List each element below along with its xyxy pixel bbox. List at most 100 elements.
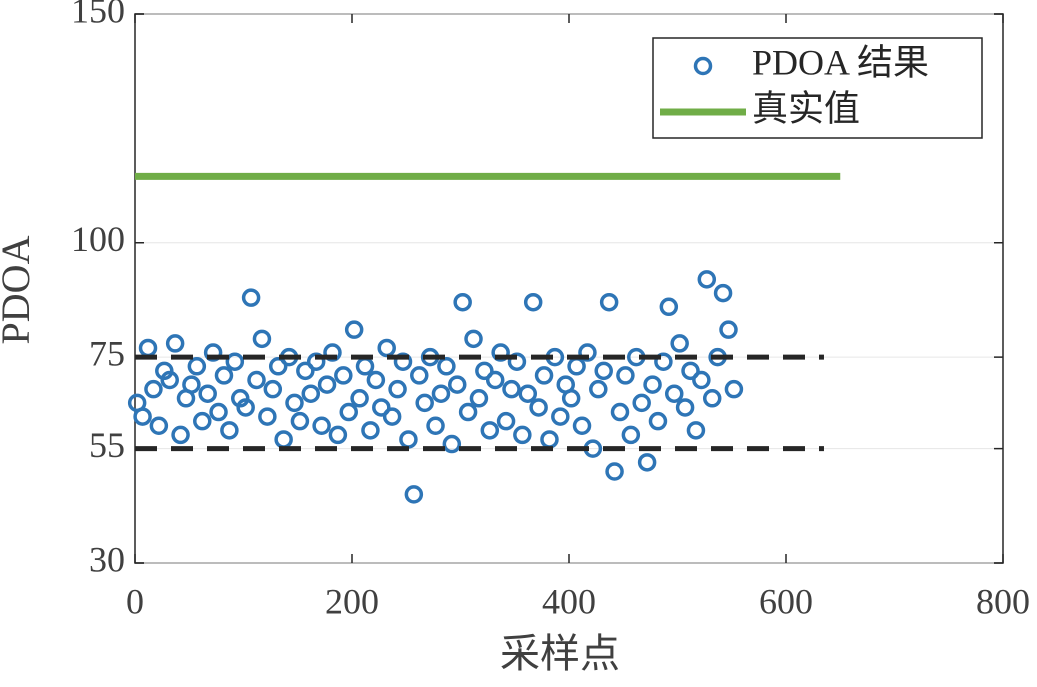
data-point [518,384,538,403]
data-point [350,389,369,408]
data-point [437,357,456,376]
data-point [643,375,662,394]
data-point [621,425,641,445]
data-point [561,389,581,408]
y-tick-label: 75 [89,333,125,373]
data-point [382,407,402,426]
data-point [144,379,163,399]
data-point [182,375,201,394]
data-point [507,352,527,371]
data-point [198,384,217,403]
data-point [469,389,489,408]
y-tick-label: 55 [89,425,125,465]
data-point [366,370,386,390]
data-point [393,352,413,371]
data-point [388,379,407,399]
data-point [523,292,543,312]
data-point [675,398,695,417]
data-point [686,421,706,440]
legend-label: PDOA 结果 [752,42,929,82]
data-point [724,379,744,399]
data-point [285,393,304,413]
data-point [328,425,348,445]
data-point [594,361,613,381]
data-point [225,352,245,371]
data-point [453,292,472,312]
data-point [165,334,185,353]
data-point [339,402,358,422]
data-point [719,320,738,339]
data-point [610,402,630,422]
data-point [133,407,152,426]
data-point [317,375,337,394]
data-point [659,297,679,317]
data-point [442,434,462,454]
legend-label: 真实值 [752,88,860,128]
data-point [681,361,700,381]
data-point [193,411,212,431]
data-point [692,370,711,390]
data-point [214,366,234,385]
data-point [415,393,434,413]
data-point [187,357,207,376]
y-tick-label: 30 [89,539,125,579]
y-tick-label: 100 [71,219,125,259]
data-point [534,366,554,385]
data-point [551,407,570,426]
data-point [502,379,521,399]
x-tick-label: 200 [325,581,379,621]
data-point [377,338,396,358]
data-point [578,343,597,362]
data-point [458,402,478,422]
data-point [713,283,733,303]
marks [127,172,841,504]
data-point [290,411,310,431]
data-point [431,384,451,403]
x-tick-label: 600 [759,581,813,621]
legend-symbol [693,56,713,76]
data-point [410,366,429,385]
data-point [301,384,321,403]
data-point [203,343,223,362]
data-point [637,453,657,472]
data-point [648,411,668,431]
data-point [155,361,174,381]
data-point [480,421,500,440]
y-tick-label: 150 [71,0,125,30]
data-point [236,398,255,417]
data-point [344,320,364,339]
data-point [306,352,326,371]
legend-box [652,37,983,139]
data-point [263,379,283,399]
data-point [404,485,424,504]
data-point [171,425,190,445]
data-point [697,270,717,289]
data-point [632,393,651,413]
data-point [464,329,483,349]
data-point [605,462,624,481]
data-point [426,416,445,435]
data-point [372,398,391,417]
x-axis-label: 采样点 [500,631,620,676]
data-point [268,357,288,376]
data-point [220,421,239,440]
data-point [209,402,228,422]
data-point [475,361,494,381]
data-point [599,292,619,312]
x-tick-label: 0 [126,581,144,621]
data-point [485,370,505,390]
x-tick-label: 800 [976,581,1030,621]
x-tick-label: 400 [542,581,596,621]
data-point [149,416,169,435]
data-point [654,352,673,371]
data-point [361,421,380,440]
data-point [230,389,250,408]
data-point [160,370,179,390]
data-point [252,329,272,349]
data-point [296,361,315,381]
data-point [491,343,510,362]
data-point [258,407,277,426]
data-point [572,416,592,435]
data-point [616,366,635,385]
